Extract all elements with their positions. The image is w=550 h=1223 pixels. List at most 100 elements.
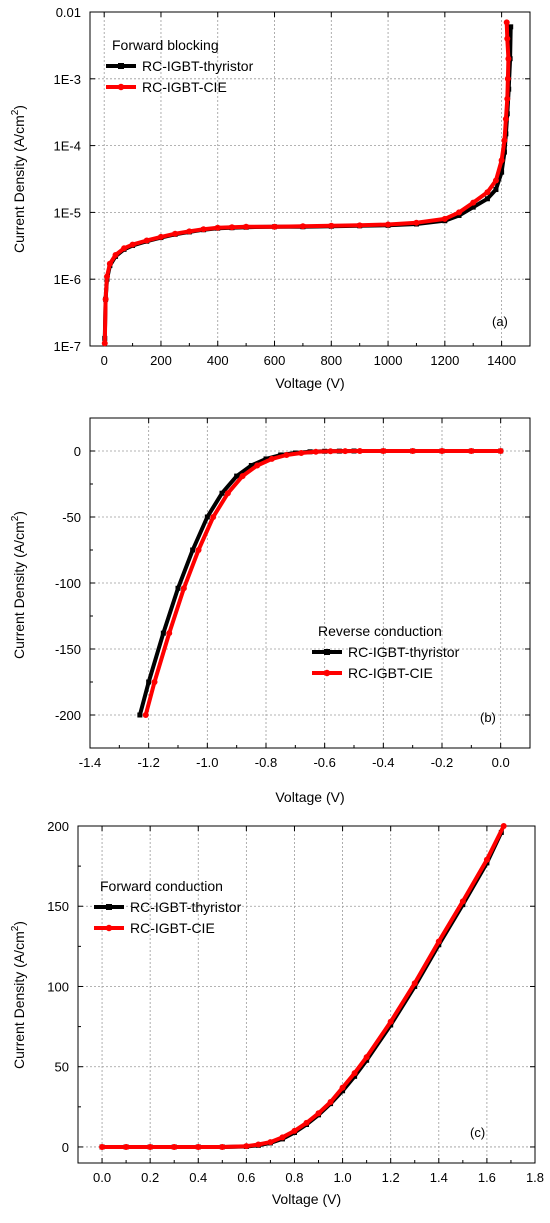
y-tick-label: 1E-5 xyxy=(54,205,81,220)
x-axis-label: Voltage (V) xyxy=(272,1191,341,1207)
x-tick-label: 1.0 xyxy=(334,1170,352,1185)
data-point xyxy=(327,448,334,455)
data-point xyxy=(409,448,416,454)
legend-entry-cie: RC-IGBT-CIE xyxy=(130,920,215,936)
data-point xyxy=(166,630,173,637)
data-point xyxy=(268,455,275,462)
x-tick-label: -1.0 xyxy=(196,755,218,770)
data-point xyxy=(175,585,181,591)
data-point xyxy=(456,212,462,218)
data-point xyxy=(413,219,420,226)
data-point xyxy=(387,1018,394,1025)
x-tick-label: 0.0 xyxy=(93,1170,111,1185)
x-tick-label: 0 xyxy=(101,353,108,368)
data-point xyxy=(380,448,387,454)
legend-marker xyxy=(324,649,330,655)
data-point xyxy=(123,1143,130,1150)
data-point xyxy=(104,273,111,280)
panel-label: (b) xyxy=(480,710,496,725)
data-point xyxy=(219,490,225,496)
legend-marker xyxy=(323,669,331,677)
data-point xyxy=(224,490,231,497)
series-thyristor xyxy=(137,448,504,718)
x-tick-label: 0.2 xyxy=(141,1170,159,1185)
legend-entry-thyristor: RC-IGBT-thyristor xyxy=(142,58,254,74)
data-point xyxy=(102,296,109,303)
data-point xyxy=(468,448,475,454)
data-point xyxy=(500,823,507,829)
y-axis-label-end: ) xyxy=(11,921,27,926)
data-point xyxy=(508,24,514,30)
legend-entry-thyristor: RC-IGBT-thyristor xyxy=(130,899,242,915)
data-point xyxy=(204,514,210,520)
data-point xyxy=(239,473,246,480)
x-axis-label: Voltage (V) xyxy=(275,789,344,805)
panel-label: (a) xyxy=(492,314,508,329)
data-point xyxy=(328,222,335,229)
panel-b: -1.4 -1.2 -1.0 -0.8 -0.6 -0.4 -0.2 0.0 -200 -150 -… xyxy=(10,417,531,805)
data-point xyxy=(340,1088,346,1094)
data-point xyxy=(195,547,202,553)
data-point xyxy=(303,1119,310,1126)
data-point xyxy=(151,679,158,685)
legend-marker xyxy=(117,83,125,91)
data-point xyxy=(312,448,319,455)
data-point xyxy=(484,196,490,202)
series-cie xyxy=(142,448,504,718)
data-point xyxy=(327,1099,334,1106)
y-tick-label: 0 xyxy=(74,444,81,459)
data-point xyxy=(112,252,119,259)
y-tick-label: 150 xyxy=(47,899,69,914)
y-axis-label-superscript: 2 xyxy=(10,515,21,521)
y-axis-label-end: ) xyxy=(11,105,27,110)
data-point xyxy=(504,95,511,102)
legend: Reverse conduction RC-IGBT-thyristor RC-IG… xyxy=(312,623,460,681)
x-tick-label: 0.0 xyxy=(492,755,510,770)
y-tick-label: 1E-6 xyxy=(54,272,81,287)
y-tick-label: 1E-3 xyxy=(54,72,81,87)
data-point xyxy=(283,451,290,458)
x-tick-label: 1.4 xyxy=(430,1170,448,1185)
x-tick-label: 0.8 xyxy=(285,1170,303,1185)
x-tick-label: 400 xyxy=(207,353,229,368)
data-point xyxy=(106,260,113,267)
data-point xyxy=(505,55,512,62)
y-axis-label-superscript: 2 xyxy=(10,109,21,115)
legend-entry-cie: RC-IGBT-CIE xyxy=(348,665,433,681)
y-axis-label-end: ) xyxy=(11,511,27,516)
data-point xyxy=(137,712,143,718)
data-point xyxy=(504,75,511,82)
legend: Forward conduction RC-IGBT-thyristor RC-IG… xyxy=(94,878,242,936)
series-line-cie xyxy=(102,20,511,346)
data-point xyxy=(291,1127,298,1134)
plot-frame xyxy=(77,825,536,1164)
data-point xyxy=(342,448,349,455)
data-point xyxy=(501,137,508,144)
data-point xyxy=(459,898,466,905)
y-tick-label: 1E-4 xyxy=(54,139,81,154)
data-point xyxy=(172,230,179,237)
data-point xyxy=(255,1141,262,1148)
y-axis-label: Current Density (A/cm2) xyxy=(10,921,27,1069)
x-tick-label: 1.8 xyxy=(526,1170,544,1185)
data-point xyxy=(279,1134,286,1141)
legend-marker xyxy=(106,904,112,910)
x-tick-label: 600 xyxy=(264,353,286,368)
y-tick-label: 200 xyxy=(47,819,69,834)
data-point xyxy=(157,233,164,240)
y-tick-label: 100 xyxy=(47,979,69,994)
legend: Forward blocking RC-IGBT-thyristor RC-IGBT… xyxy=(106,37,254,95)
data-point xyxy=(171,1143,178,1150)
data-point xyxy=(190,547,196,553)
data-point xyxy=(411,980,418,987)
y-axis-label-superscript: 2 xyxy=(10,925,21,931)
x-tick-label: 1.6 xyxy=(478,1170,496,1185)
y-axis-label: Current Density (A/cm2) xyxy=(10,105,27,253)
data-point xyxy=(248,463,254,469)
data-point xyxy=(502,116,509,123)
data-point xyxy=(219,1143,226,1150)
y-tick-label: -150 xyxy=(55,642,81,657)
series-cie xyxy=(101,19,512,347)
data-point xyxy=(498,157,505,164)
